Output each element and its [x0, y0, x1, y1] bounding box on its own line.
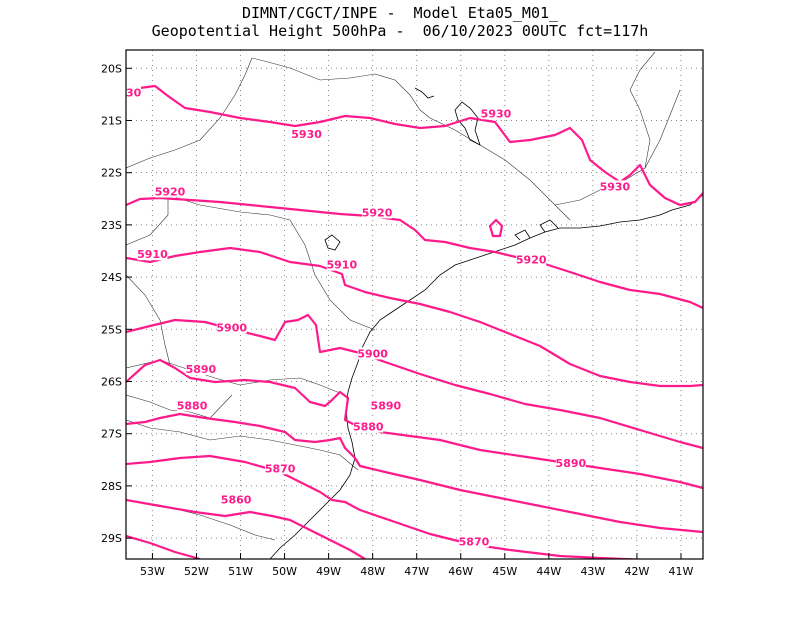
contour-label: 5860	[221, 494, 252, 507]
lon-tick-label: 49W	[316, 565, 341, 578]
contour-label: 5920	[516, 253, 547, 266]
map-title: DIMNT/CGCT/INPE - Model Eta05_M01_ Geopo…	[0, 4, 800, 40]
lat-tick-label: 25S	[101, 323, 122, 336]
lon-tick-label: 46W	[448, 565, 473, 578]
contour-label-bg	[155, 185, 186, 198]
plot-frame	[125, 49, 704, 560]
lat-tick-label: 22S	[101, 167, 122, 180]
lon-tick-label: 41W	[669, 565, 694, 578]
contour-label: 5890	[186, 363, 217, 376]
contour-labels: 5930 5930 5930 5930 5920 5920 5920 5910 5910 5900…	[111, 86, 631, 548]
coastline	[269, 194, 703, 559]
border-sc-rs	[126, 419, 359, 471]
contour-label: 5910	[137, 248, 168, 261]
lat-tick-label: 23S	[101, 219, 122, 232]
contour-label-bg	[265, 462, 296, 475]
contour-label: 5930	[291, 128, 322, 141]
contours	[126, 84, 703, 559]
lon-tick-label: 52W	[184, 565, 209, 578]
lat-tick-label: 28S	[101, 480, 122, 493]
contour-label-bg	[458, 535, 489, 548]
contour-label-bg	[516, 253, 547, 266]
lon-tick-label: 45W	[492, 565, 517, 578]
lon-tick-label: 53W	[140, 565, 165, 578]
lon-tick-label: 44W	[536, 565, 561, 578]
contour-5930	[126, 84, 703, 207]
contour-label: 5890	[371, 400, 402, 413]
lat-tick-label: 26S	[101, 376, 122, 389]
contour-label: 5930	[481, 107, 512, 120]
contour-label: 5890	[556, 457, 587, 470]
contour-5850	[126, 534, 201, 559]
contour-label-bg	[177, 399, 208, 412]
contour-label: 5930	[600, 180, 631, 193]
border-ms-sp	[126, 57, 253, 169]
lat-tick-label: 21S	[101, 114, 122, 127]
lon-tick-label: 51W	[228, 565, 253, 578]
border-mg-rj	[554, 89, 681, 206]
lake-furnas	[454, 101, 481, 146]
border-mg-es	[629, 51, 656, 169]
contour-label-bg	[370, 399, 401, 412]
title-line-1: DIMNT/CGCT/INPE - Model Eta05_M01_	[241, 4, 559, 22]
border-pr-sc	[126, 359, 346, 396]
contour-5880	[126, 412, 703, 534]
longitude-axis: 53W 52W 51W 50W 49W 48W 47W 46W 45W 44W 43W 42W 41W	[140, 553, 694, 578]
contour-label-bg	[221, 493, 252, 506]
contour-5890	[126, 358, 703, 490]
contour-label: 5870	[265, 462, 296, 475]
contour-label: 5880	[353, 420, 384, 433]
lon-tick-label: 50W	[272, 565, 297, 578]
latitude-axis: 20S 21S 22S 23S 24S 25S 26S 27S 28S 29S	[101, 62, 132, 545]
contour-label-bg	[291, 128, 322, 141]
contour-label: 5920	[155, 186, 186, 199]
contour-label: 5880	[177, 400, 208, 413]
contour-5860	[126, 498, 366, 559]
contour-label-bg	[480, 107, 511, 120]
river-coast	[414, 87, 435, 99]
lon-tick-label: 47W	[404, 565, 429, 578]
contour-label: 5910	[327, 259, 358, 272]
contour-label: 5920	[362, 206, 393, 219]
lat-tick-label: 27S	[101, 428, 122, 441]
contour-label: 5870	[459, 535, 490, 548]
contour-5920	[126, 196, 703, 309]
contour-label-bg	[126, 86, 141, 99]
contour-5870	[126, 454, 651, 559]
contour-5930-loop	[488, 218, 504, 238]
contour-label-bg	[555, 457, 586, 470]
border-paraguay	[126, 274, 171, 366]
title-line-2: Geopotential Height 500hPa - 06/10/2023 …	[151, 22, 649, 40]
state-borders	[126, 51, 681, 541]
lat-tick-label: 20S	[101, 62, 122, 75]
lake-parana	[324, 234, 341, 251]
border-ms-pr	[126, 195, 169, 246]
border-mg-sp	[251, 57, 571, 221]
contour-label-bg	[326, 258, 357, 271]
lat-tick-label: 24S	[101, 271, 122, 284]
border-uruguay	[126, 499, 276, 541]
contour-label-bg	[357, 347, 388, 360]
map-layers: 5930 5930 5930 5930 5920 5920 5920 5910 5910 5900…	[111, 51, 703, 559]
contour-label-bg	[216, 321, 247, 334]
contour-label: 5930	[111, 86, 142, 99]
contour-label: 5900	[357, 347, 388, 360]
contour-label: 5900	[216, 321, 247, 334]
lat-tick-label: 29S	[101, 532, 122, 545]
lon-tick-label: 43W	[580, 565, 605, 578]
lon-tick-label: 48W	[360, 565, 385, 578]
lon-tick-label: 42W	[624, 565, 649, 578]
border-pr-sp	[167, 194, 376, 331]
contour-label-bg	[353, 420, 384, 433]
coast-bay-rj	[514, 219, 559, 241]
contour-label-bg	[185, 363, 216, 376]
contour-label-bg	[362, 206, 393, 219]
contour-label-bg	[137, 248, 168, 261]
contour-label-bg	[599, 180, 630, 193]
contour-5910	[126, 246, 703, 388]
